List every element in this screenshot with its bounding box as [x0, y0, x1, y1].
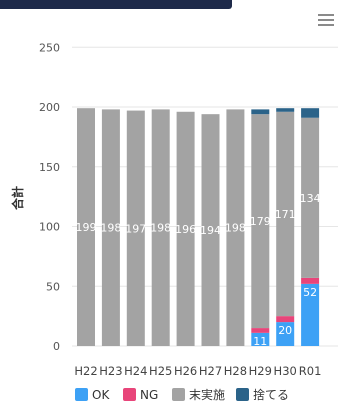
y-tick-label-250: 250 — [39, 41, 60, 54]
legend-swatch-NG — [123, 388, 136, 401]
bar-R01-OK — [301, 283, 320, 346]
x-tick-label-H30: H30 — [274, 364, 297, 378]
data-label-R01-OK: 52 — [303, 286, 317, 299]
data-label-H25-末実施: 198 — [150, 222, 171, 235]
hamburger-menu-icon[interactable] — [318, 14, 334, 28]
x-tick-label-H25: H25 — [149, 364, 172, 378]
x-tick-label-H29: H29 — [249, 364, 272, 378]
x-tick-label-H26: H26 — [174, 364, 197, 378]
y-axis-ticks: 0 50 100 150 200 250 — [39, 41, 60, 353]
menu-line-bottom — [318, 24, 334, 26]
bar-H26-末実施 — [176, 111, 195, 346]
legend-swatch-捨てる — [236, 388, 249, 401]
y-tick-label-50: 50 — [46, 280, 60, 293]
header-bar — [0, 0, 232, 9]
x-tick-label-H27: H27 — [199, 364, 222, 378]
y-axis-label: 合計 — [10, 186, 25, 210]
menu-line-top — [318, 14, 334, 16]
legend-label-OK: OK — [92, 388, 110, 402]
bar-H28-末実施 — [226, 109, 245, 346]
bar-R01-捨てる — [301, 108, 320, 118]
bar-H29-OK — [251, 332, 270, 346]
legend-label-NG: NG — [140, 388, 158, 402]
data-label-H30-OK: 20 — [278, 324, 292, 337]
menu-line-middle — [318, 19, 334, 21]
bar-H29-末実施 — [251, 114, 270, 329]
bar-R01-NG — [301, 277, 320, 284]
y-tick-label-100: 100 — [39, 221, 60, 234]
bar-H25-末実施 — [151, 109, 170, 346]
legend-label-捨てる: 捨てる — [253, 387, 289, 402]
data-label-H29-OK: 11 — [253, 335, 267, 348]
x-tick-label-H23: H23 — [99, 364, 122, 378]
data-label-H22-末実施: 199 — [76, 221, 97, 234]
y-tick-label-200: 200 — [39, 101, 60, 114]
bar-H22-末実施 — [77, 108, 95, 346]
legend-label-末実施: 末実施 — [189, 387, 225, 402]
x-tick-label-R01: R01 — [299, 364, 322, 378]
legend-swatch-末実施 — [172, 388, 185, 401]
x-tick-label-H28: H28 — [224, 364, 247, 378]
y-tick-label-150: 150 — [39, 161, 60, 174]
bar-R01-末実施 — [301, 117, 320, 278]
bar-H29-捨てる — [251, 109, 270, 115]
bar-H27-末実施 — [201, 114, 220, 346]
bar-H23-末実施 — [101, 109, 120, 346]
bars — [77, 108, 320, 347]
bar-H30-捨てる — [276, 108, 295, 112]
data-label-R01-末実施: 134 — [300, 192, 321, 205]
x-tick-label-H22: H22 — [74, 364, 97, 378]
bar-H30-NG — [276, 316, 295, 323]
bar-H29-NG — [251, 328, 270, 333]
bar-H30-OK — [276, 322, 295, 346]
x-axis-ticks: H22 H23 H24 H25 H26 H27 H28 H29 H30 R01 — [74, 364, 321, 378]
legend: OK NG 末実施 捨てる — [75, 387, 289, 402]
data-label-H27-末実施: 194 — [200, 224, 221, 237]
data-label-H28-末実施: 198 — [225, 222, 246, 235]
data-label-H24-末実施: 197 — [125, 222, 146, 235]
data-label-H30-末実施: 171 — [275, 208, 296, 221]
y-tick-label-0: 0 — [53, 340, 60, 353]
bar-H24-末実施 — [126, 110, 145, 347]
data-label-H23-末実施: 198 — [100, 222, 121, 235]
bar-H30-末実施 — [276, 111, 295, 317]
x-tick-label-H24: H24 — [124, 364, 147, 378]
data-label-H26-末実施: 196 — [175, 223, 196, 236]
legend-swatch-OK — [75, 388, 88, 401]
data-label-H29-末実施: 179 — [250, 215, 271, 228]
